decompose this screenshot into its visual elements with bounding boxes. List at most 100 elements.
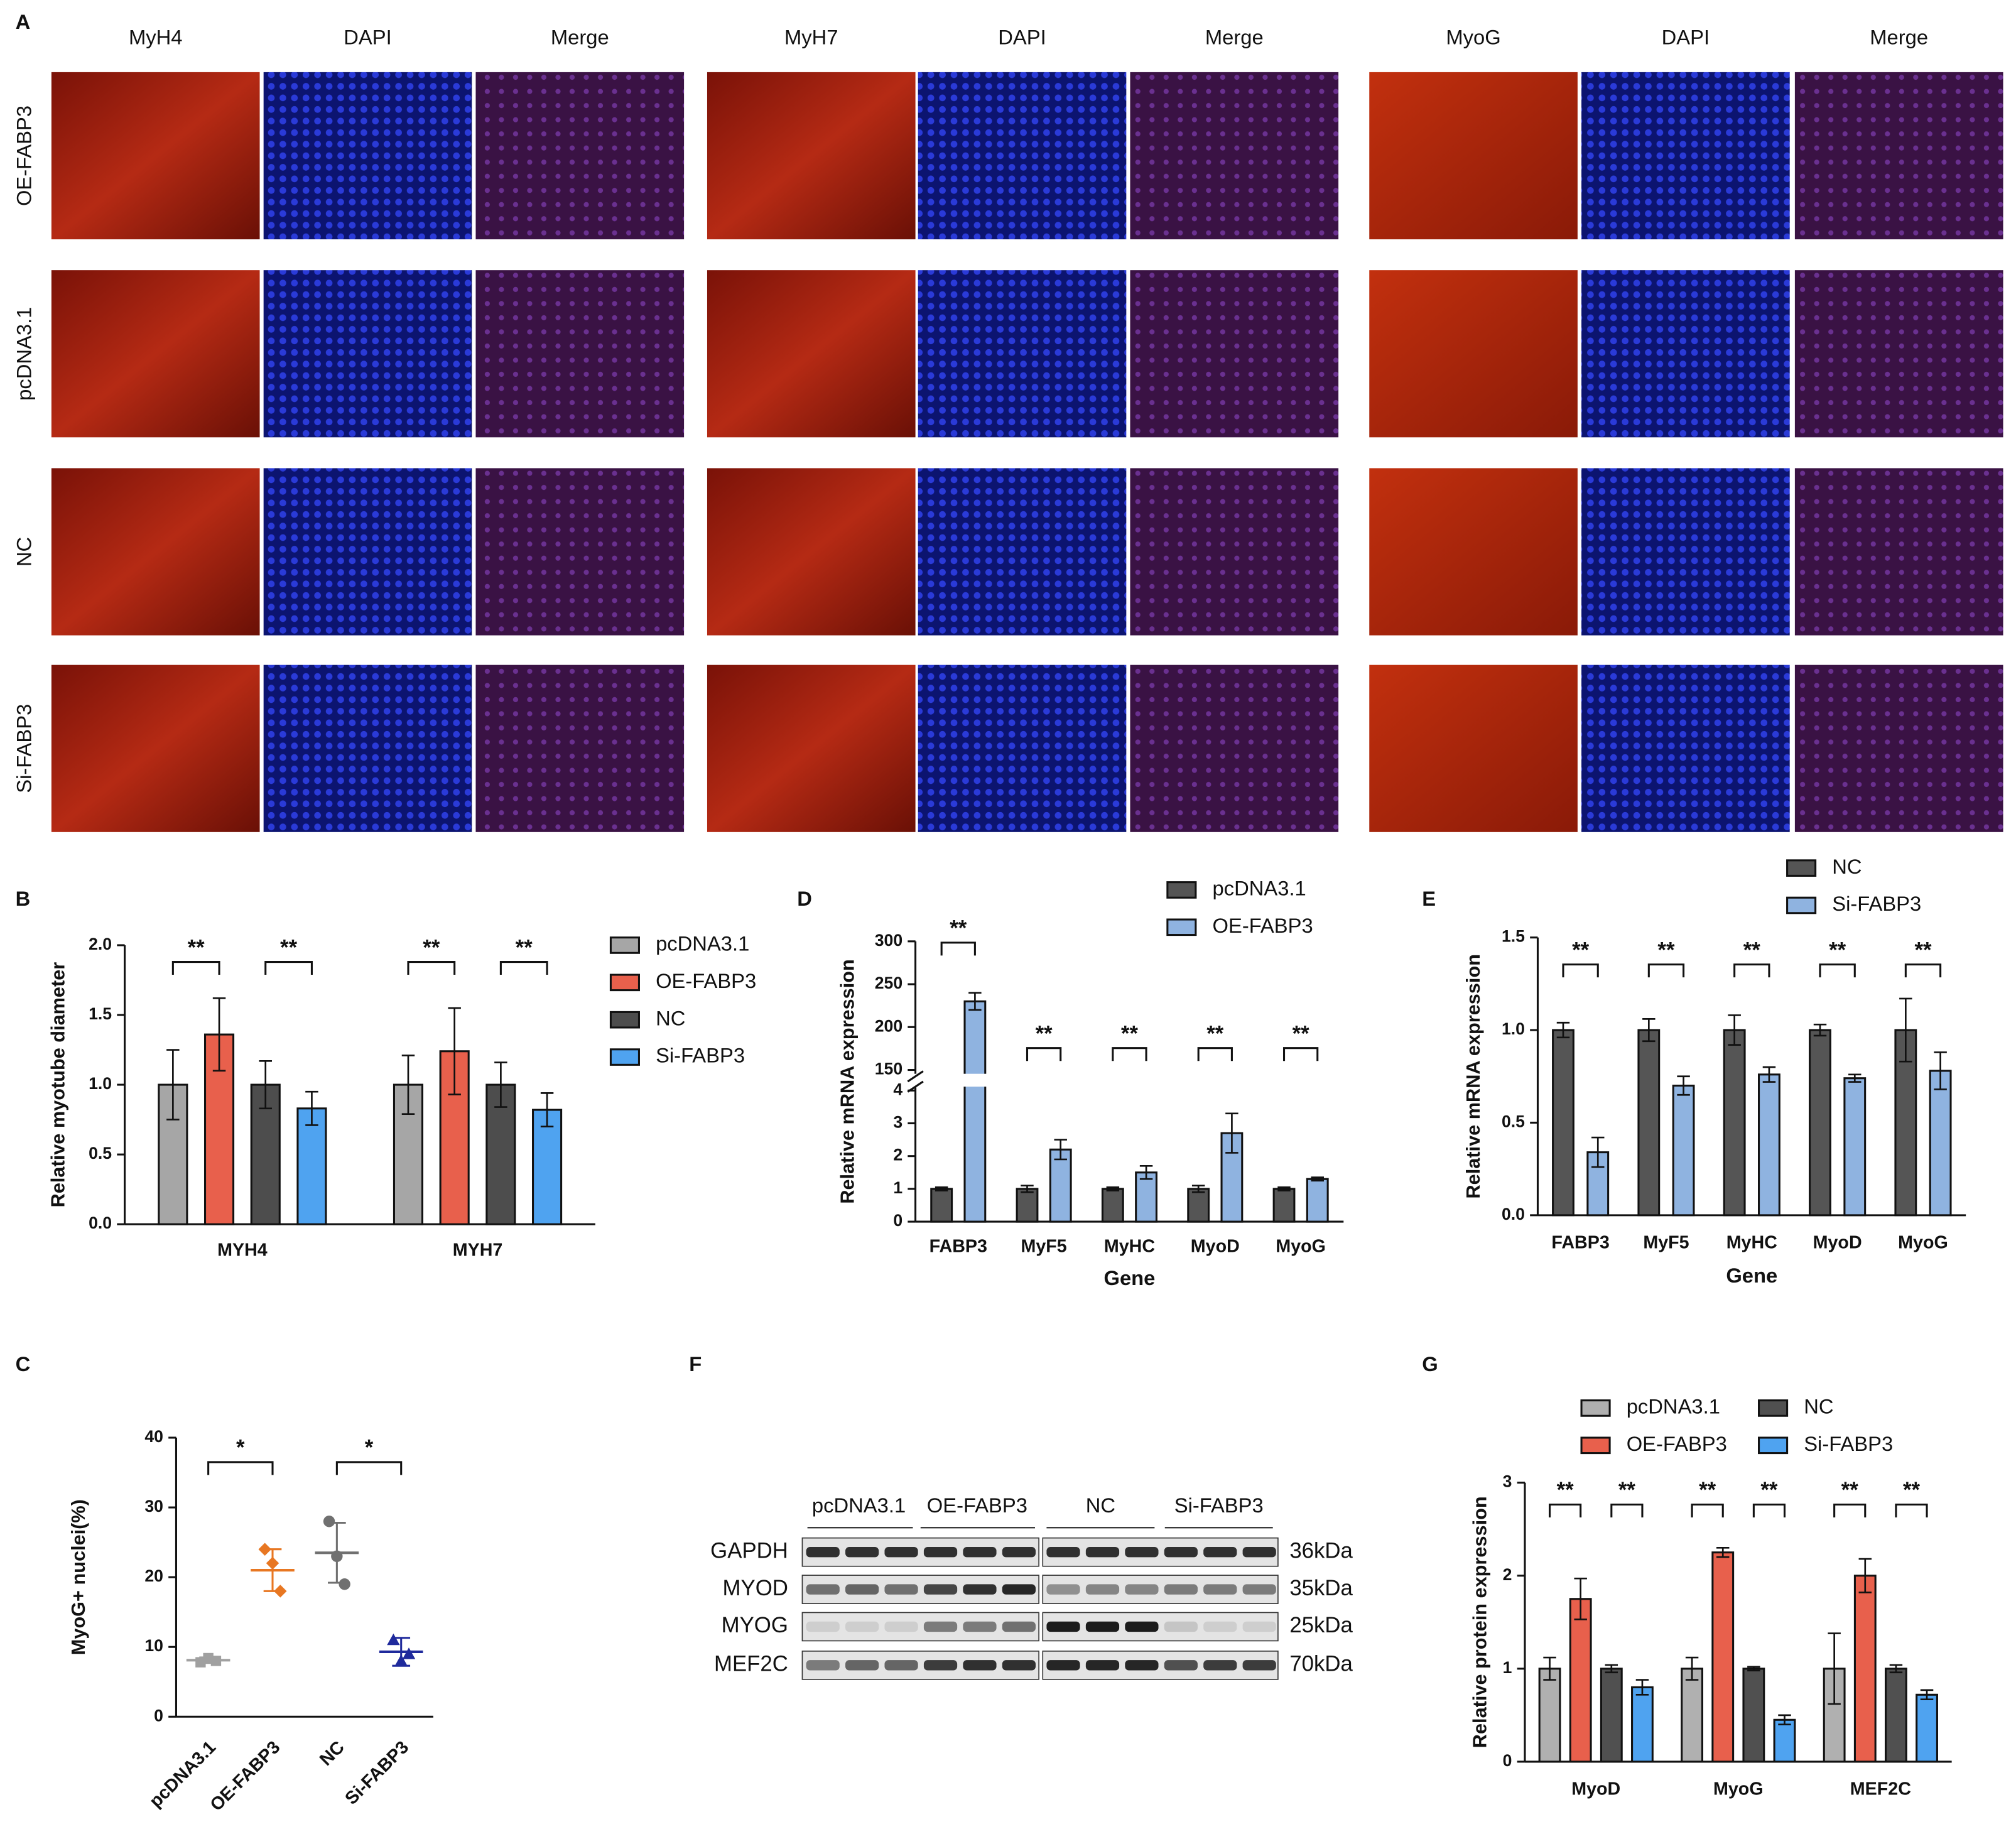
blot-band <box>1203 1547 1237 1558</box>
x-tick-label: MyoG <box>1713 1779 1764 1799</box>
y-axis-label: MyoG+ nuclei(%) <box>67 1499 89 1655</box>
bar <box>1272 1188 1296 1223</box>
x-tick-label: MyHC <box>1726 1232 1777 1252</box>
blot-band <box>845 1660 879 1671</box>
significance-bracket <box>1549 1503 1582 1517</box>
significance-bracket <box>1904 963 1942 978</box>
significance-label: ** <box>1903 1478 1921 1502</box>
significance-bracket <box>264 961 313 975</box>
row-label: OE-FABP3 <box>13 106 36 206</box>
significance-label: * <box>236 1436 245 1460</box>
micrograph <box>1130 270 1339 438</box>
bar <box>963 1000 987 1223</box>
legend-label: NC <box>1804 1395 1833 1418</box>
micrograph <box>1369 665 1578 832</box>
point <box>323 1516 335 1527</box>
micrograph <box>707 72 916 240</box>
error-bar <box>1716 1546 1730 1558</box>
x-axis-label: Gene <box>1103 1266 1155 1289</box>
error-bar <box>1605 1664 1618 1674</box>
micrograph <box>707 468 916 636</box>
bar <box>1135 1171 1157 1223</box>
legend-swatch <box>609 1011 640 1029</box>
bar <box>1758 1073 1780 1217</box>
blot-band <box>884 1660 918 1671</box>
x-tick-label: MEF2C <box>1850 1779 1911 1799</box>
blot-band <box>923 1621 958 1632</box>
column-label: DAPI <box>998 25 1046 48</box>
error-bar <box>1021 1185 1034 1193</box>
error-bar <box>1899 997 1912 1063</box>
blot-strip <box>801 1537 1039 1567</box>
legend-label: pcDNA3.1 <box>1627 1395 1720 1418</box>
blot-band <box>963 1660 997 1671</box>
y-tick-label: 0.0 <box>1502 1205 1525 1223</box>
blot-band <box>1242 1660 1276 1671</box>
significance-label: ** <box>1572 938 1590 962</box>
y-tick-label: 0 <box>1503 1751 1512 1770</box>
axis-break <box>902 1073 1344 1087</box>
micrograph <box>918 270 1127 438</box>
blot-band <box>1125 1621 1159 1632</box>
error-bar <box>199 1656 217 1664</box>
blot-band <box>806 1621 840 1632</box>
x-tick-label: MyoG <box>1276 1237 1326 1257</box>
blot-band <box>1085 1547 1120 1558</box>
significance-bracket <box>499 961 548 975</box>
micrograph <box>475 270 685 438</box>
error-bar <box>1574 1577 1587 1620</box>
micrograph <box>263 468 472 636</box>
significance-bracket <box>1026 1047 1062 1061</box>
micrograph <box>1581 665 1790 832</box>
protein-label: MYOG <box>722 1613 788 1637</box>
error-bar <box>1685 1656 1699 1681</box>
micrograph <box>1369 270 1578 438</box>
significance-bracket <box>1647 963 1685 978</box>
error-bar <box>328 1521 346 1584</box>
column-label: DAPI <box>344 25 391 48</box>
significance-label: ** <box>1557 1478 1574 1502</box>
y-tick-label: 2.0 <box>89 935 112 953</box>
micrograph <box>1369 468 1578 636</box>
x-tick-label: MyoD <box>1191 1237 1240 1257</box>
size-label: 35kDa <box>1289 1576 1353 1600</box>
y-tick-label: 30 <box>144 1497 163 1516</box>
micrograph <box>918 72 1127 240</box>
bar <box>1552 1029 1574 1217</box>
blot-group-label: NC <box>1086 1494 1115 1517</box>
blot-band <box>884 1547 918 1558</box>
blot-band <box>923 1547 958 1558</box>
micrograph <box>1130 468 1339 636</box>
y-tick-label: 1 <box>1503 1658 1512 1677</box>
error-bar <box>1778 1714 1791 1726</box>
error-bar <box>540 1092 554 1128</box>
micrograph <box>707 270 916 438</box>
y-tick-label: 200 <box>875 1016 902 1035</box>
error-bar <box>1828 1632 1841 1705</box>
legend-label: NC <box>656 1006 685 1029</box>
micrograph <box>707 665 916 832</box>
y-tick-label: 1.5 <box>1502 927 1525 946</box>
error-bar <box>392 1637 411 1667</box>
micrograph <box>51 468 260 636</box>
significance-bracket <box>1895 1503 1928 1517</box>
blot-band <box>1242 1584 1276 1595</box>
error-bar <box>401 1055 415 1115</box>
error-bar <box>935 1186 948 1191</box>
bar <box>1187 1188 1210 1223</box>
significance-label: ** <box>280 935 298 960</box>
blot-band <box>884 1584 918 1595</box>
significance-bracket <box>1833 1503 1867 1517</box>
column-label: MyH7 <box>784 25 838 48</box>
significance-label: ** <box>1293 1021 1310 1046</box>
blot-strip <box>1042 1651 1279 1680</box>
significance-bracket <box>1197 1047 1233 1061</box>
panel-letter: G <box>1422 1352 1438 1375</box>
legend-swatch <box>1758 1436 1789 1455</box>
significance-label: ** <box>1657 938 1675 962</box>
micrograph <box>263 665 472 832</box>
bar <box>1773 1718 1796 1763</box>
error-bar <box>494 1061 507 1108</box>
significance-bracket <box>1733 963 1770 978</box>
x-tick-label: MyHC <box>1104 1237 1155 1257</box>
